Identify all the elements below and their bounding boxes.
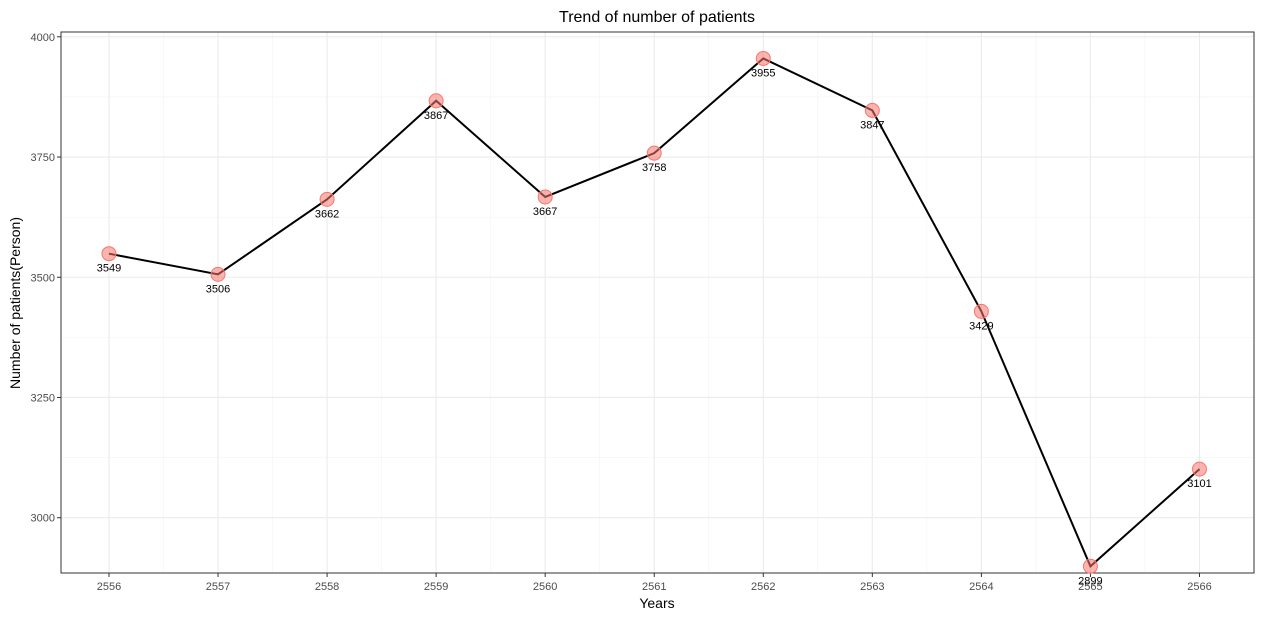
x-tick-label: 2566 [1187, 581, 1211, 593]
x-axis-title: Years [639, 595, 674, 611]
data-point [210, 266, 226, 282]
data-label: 3101 [1187, 478, 1211, 490]
data-label: 3662 [315, 208, 339, 220]
x-tick-label: 2565 [1078, 581, 1102, 593]
x-axis: 2556 2557 2558 2559 2560 2561 2562 2563 2564 2565… [97, 573, 1212, 593]
x-tick-label: 2558 [315, 581, 339, 593]
data-point [864, 102, 880, 118]
x-tick-label: 2556 [97, 581, 121, 593]
x-tick-label: 2557 [206, 581, 230, 593]
data-label: 2899 [1078, 575, 1102, 587]
data-label: 3758 [642, 162, 666, 174]
y-axis: 3000 3250 3500 3750 4000 [31, 32, 61, 525]
y-tick-label: 3750 [31, 152, 55, 164]
x-tick-label: 2564 [969, 581, 993, 593]
x-tick-label: 2562 [751, 581, 775, 593]
data-label: 3506 [206, 283, 230, 295]
x-tick-label: 2563 [860, 581, 884, 593]
data-point [755, 50, 771, 66]
data-label: 3667 [533, 206, 557, 218]
x-tick-label: 2559 [424, 581, 448, 593]
plot-panel-border [60, 31, 1255, 574]
data-labels: 3549 3506 3662 3867 3667 3758 3955 3847 3429 2899… [97, 67, 1212, 587]
minor-gridlines [61, 32, 1254, 573]
data-label: 3429 [969, 320, 993, 332]
data-label: 3867 [424, 110, 448, 122]
data-label: 3549 [97, 263, 121, 275]
data-label: 3847 [860, 119, 884, 131]
data-point [319, 191, 335, 207]
x-tick-label: 2561 [642, 581, 666, 593]
data-points [101, 50, 1207, 574]
y-tick-label: 3000 [31, 513, 55, 525]
data-point [646, 145, 662, 161]
data-point [428, 93, 444, 109]
x-tick-label: 2560 [533, 581, 557, 593]
data-label: 3955 [751, 67, 775, 79]
y-tick-label: 3250 [31, 392, 55, 404]
data-point [1191, 461, 1207, 477]
data-point [973, 303, 989, 319]
data-point [1082, 558, 1098, 574]
data-point [537, 189, 553, 205]
y-tick-label: 4000 [31, 32, 55, 44]
data-point [101, 246, 117, 262]
chart-title: Trend of number of patients [559, 9, 755, 26]
major-gridlines [61, 32, 1254, 573]
y-tick-label: 3500 [31, 272, 55, 284]
y-axis-title: Number of patients(Person) [7, 217, 23, 389]
